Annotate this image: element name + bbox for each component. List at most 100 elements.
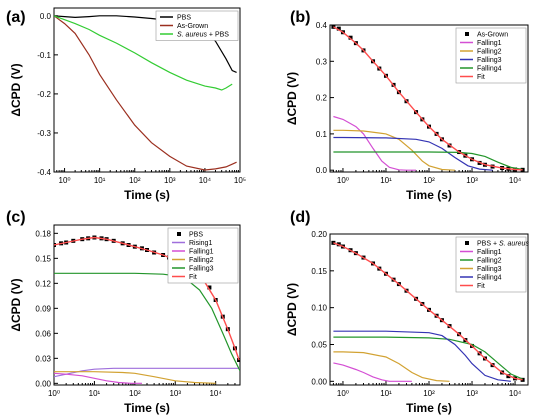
x-tick-label: 10⁰ — [48, 389, 60, 398]
y-tick-label: 0.00 — [35, 379, 51, 388]
y-tick-label: 0.18 — [35, 229, 51, 238]
x-tick-label: 10⁵ — [234, 176, 246, 185]
x-tick-label: 10² — [423, 389, 435, 398]
series-6-line — [333, 26, 523, 171]
legend-entry: Falling1 — [477, 249, 502, 256]
y-tick-label: -0.1 — [37, 51, 51, 60]
plot-area — [54, 15, 237, 171]
chart-panel-2: 10⁰ 10¹ 10² 10³ 10⁴ 0.0 0.1 0.2 0.3 0.4 Time (s) ΔC… — [285, 9, 529, 202]
y-tick-label: 0.0 — [316, 166, 328, 175]
legend-entry: Falling3 — [477, 266, 502, 273]
series-4-line — [333, 136, 493, 171]
chart-panel-1: 10⁰ 10¹ 10² 10³ 10⁴ 10⁵ 0.0 -0.1 -0.2 -0.3 -0.4 Tim… — [6, 7, 246, 202]
y-tick-label: -0.2 — [37, 90, 51, 99]
data-point — [520, 167, 525, 172]
legend-entry: S. aureus + PBS — [177, 32, 229, 39]
x-tick-label: 10⁴ — [209, 389, 222, 398]
x-tick-label: 10² — [423, 176, 435, 185]
y-axis-label: ΔCPD (V) — [9, 63, 23, 116]
legend-entry: Falling2 — [477, 49, 502, 56]
series-3-line — [333, 336, 523, 380]
legend-entry: Rising1 — [189, 240, 212, 247]
legend-box — [455, 27, 527, 84]
x-tick-label: 10² — [129, 389, 141, 398]
series-2-line — [54, 367, 240, 378]
x-tick-label: 10⁴ — [199, 176, 212, 185]
legend-entry: As-Grown — [177, 23, 208, 30]
legend-entry: Falling2 — [477, 258, 502, 265]
x-tick-label: 10⁰ — [337, 176, 349, 185]
x-axis-label: Time (s) — [406, 188, 452, 202]
x-tick-label: 10¹ — [89, 389, 101, 398]
x-axis-label: Time (s) — [124, 401, 170, 415]
series-4-line — [333, 351, 450, 382]
y-tick-label: 0.00 — [311, 377, 327, 386]
x-tick-label: 10¹ — [94, 176, 106, 185]
y-tick-label: 0.1 — [316, 130, 328, 139]
panel-label: (c) — [6, 209, 26, 226]
panel-label: (a) — [6, 9, 26, 26]
legend-entry: PBS — [189, 232, 203, 239]
y-tick-label: 0.4 — [316, 21, 328, 30]
legend-entry: Fit — [477, 283, 485, 290]
y-tick-label: 0.03 — [35, 354, 51, 363]
series-2-line — [333, 115, 416, 171]
chart-panel-4: 10⁰ 10¹ 10² 10³ 10⁴ 0.00 0.05 0.10 0.15 0.20 Time … — [285, 209, 529, 415]
y-tick-label: 0.15 — [35, 254, 51, 263]
x-tick-label: 10¹ — [380, 176, 392, 185]
series-4-line — [54, 371, 216, 384]
y-tick-label: 0.09 — [35, 304, 51, 313]
series-5-line — [333, 330, 511, 382]
legend-marker — [465, 241, 469, 245]
x-tick-label: 10⁰ — [59, 176, 71, 185]
y-tick-label: 0.20 — [311, 230, 327, 239]
legend-entry: Falling3 — [477, 57, 502, 64]
chart-panel-3: 10⁰ 10¹ 10² 10³ 10⁴ 0.00 0.03 0.06 0.09 0.12 0.15 0… — [6, 209, 241, 415]
series-5-line — [54, 272, 240, 372]
legend-entry: Falling4 — [477, 66, 502, 73]
legend-entry: PBS + S. aureus — [477, 241, 529, 248]
series-3-line — [333, 129, 455, 171]
x-tick-label: 10³ — [466, 389, 478, 398]
x-tick-label: 10² — [129, 176, 141, 185]
legend-marker — [465, 32, 469, 36]
data-point — [520, 377, 525, 382]
series-5-line — [333, 151, 523, 171]
x-tick-label: 10³ — [169, 389, 181, 398]
x-tick-label: 10⁴ — [509, 389, 522, 398]
series-2-line — [54, 15, 237, 171]
data-point — [506, 374, 511, 379]
legend-entry: Falling3 — [189, 266, 214, 273]
legend-entry: Fit — [189, 274, 197, 281]
x-tick-label: 10³ — [164, 176, 176, 185]
plot-area — [331, 240, 525, 382]
series-1-line — [54, 15, 237, 73]
plot-area — [331, 25, 525, 172]
y-tick-label: 0.12 — [35, 279, 51, 288]
y-axis-label: ΔCPD (V) — [285, 283, 299, 336]
legend-entry: Fit — [477, 74, 485, 81]
series-3-line — [54, 372, 142, 384]
plot-frame — [53, 7, 241, 173]
y-tick-label: 0.2 — [316, 94, 328, 103]
y-tick-label: 0.3 — [316, 57, 328, 66]
y-axis-label: ΔCPD (V) — [9, 278, 23, 331]
legend-entry: Falling4 — [477, 275, 502, 282]
series-3-line — [54, 15, 233, 91]
y-tick-label: 0.15 — [311, 267, 327, 276]
y-axis-label: ΔCPD (V) — [285, 72, 299, 125]
plot-area — [54, 235, 240, 384]
series-6-line — [54, 236, 240, 361]
legend-entry: Falling1 — [189, 249, 214, 256]
data-point — [207, 285, 212, 290]
y-tick-label: 0.05 — [311, 340, 327, 349]
x-axis-label: Time (s) — [406, 401, 452, 415]
x-tick-label: 10⁰ — [337, 389, 349, 398]
y-tick-label: 0.0 — [40, 12, 52, 21]
y-tick-label: 0.10 — [311, 304, 327, 313]
x-tick-label: 10³ — [466, 176, 478, 185]
